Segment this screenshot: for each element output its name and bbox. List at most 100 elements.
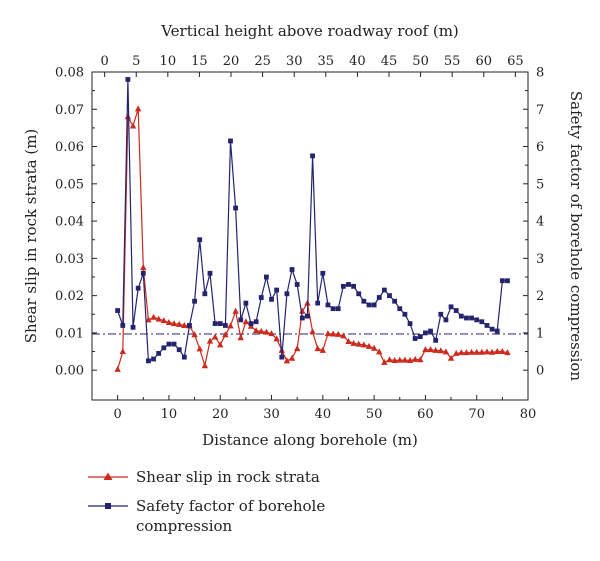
data-point xyxy=(181,354,187,360)
data-point xyxy=(370,344,378,351)
y2-tick-label: 8 xyxy=(536,66,544,81)
data-point xyxy=(329,330,337,337)
data-point xyxy=(146,358,151,364)
x-axis-top: 0 5 10 15 20 25 30 35 40 45 50 55 60 65 xyxy=(100,54,524,77)
y-tick-label: 0.02 xyxy=(55,289,84,304)
data-point xyxy=(464,315,469,321)
data-point xyxy=(433,337,439,343)
x-tick-label: 70 xyxy=(468,407,485,422)
data-point xyxy=(361,298,367,304)
y-tick-label: 0.08 xyxy=(55,66,84,81)
x2-tick-label: 60 xyxy=(475,54,492,69)
y2-tick-label: 1 xyxy=(536,326,544,341)
data-point xyxy=(269,296,274,302)
data-point xyxy=(447,354,455,361)
y2-tick-label: 3 xyxy=(536,252,544,267)
y-tick-label: 0.05 xyxy=(55,177,84,192)
data-point xyxy=(289,267,295,272)
data-point xyxy=(124,113,132,120)
data-point xyxy=(212,321,218,326)
data-point xyxy=(156,351,162,356)
data-point xyxy=(165,318,173,325)
data-point xyxy=(135,285,141,291)
data-point xyxy=(130,324,136,330)
y-tick-label: 0.06 xyxy=(55,140,84,155)
y2-tick-label: 5 xyxy=(536,177,544,192)
data-point xyxy=(309,328,316,335)
data-point xyxy=(432,346,439,353)
data-point xyxy=(119,348,126,355)
data-point xyxy=(504,349,511,356)
x2-tick-label: 0 xyxy=(100,54,108,69)
data-point xyxy=(202,291,208,297)
data-point xyxy=(463,349,470,356)
data-point xyxy=(314,345,321,352)
data-point xyxy=(284,291,290,297)
data-point xyxy=(161,345,167,351)
data-point xyxy=(206,337,214,344)
data-point xyxy=(248,321,254,326)
data-point xyxy=(176,320,183,327)
data-point xyxy=(392,298,398,304)
data-point xyxy=(376,348,383,355)
data-point xyxy=(499,278,505,284)
data-point xyxy=(483,348,491,355)
data-point xyxy=(222,331,229,338)
data-point xyxy=(238,317,244,323)
data-point xyxy=(355,340,362,347)
y2-tick-label: 2 xyxy=(536,289,544,304)
data-point xyxy=(330,306,336,312)
data-point xyxy=(484,323,490,328)
data-point xyxy=(468,348,475,355)
data-point xyxy=(155,315,162,322)
data-point xyxy=(340,283,346,289)
data-point xyxy=(166,341,172,347)
data-point xyxy=(376,295,382,300)
data-point xyxy=(346,282,351,287)
data-point xyxy=(264,274,269,280)
data-point xyxy=(402,311,408,317)
data-point xyxy=(279,354,285,360)
data-point xyxy=(428,328,433,334)
x-tick-label: 0 xyxy=(114,407,122,422)
data-point xyxy=(391,356,398,363)
data-point xyxy=(114,365,121,372)
data-point xyxy=(325,302,331,308)
x-tick-label: 30 xyxy=(263,407,280,422)
data-point xyxy=(258,295,264,300)
data-point xyxy=(134,105,142,112)
data-point xyxy=(253,319,259,325)
data-point xyxy=(288,354,296,361)
data-point xyxy=(473,348,480,355)
data-point xyxy=(170,320,178,327)
legend-item-shear-slip: Shear slip in rock strata xyxy=(88,468,320,486)
data-point xyxy=(422,346,429,353)
data-point xyxy=(242,318,250,325)
data-point xyxy=(191,331,198,338)
x2-axis-title: Vertical height above roadway roof (m) xyxy=(160,22,459,40)
data-point xyxy=(283,357,291,364)
data-point xyxy=(345,337,352,344)
data-point xyxy=(176,347,182,353)
x-tick-label: 80 xyxy=(520,407,537,422)
data-point xyxy=(217,321,223,326)
series-safety-factor xyxy=(115,77,510,364)
data-point xyxy=(443,317,449,323)
data-point xyxy=(232,307,239,314)
x2-tick-label: 45 xyxy=(381,54,398,69)
legend-triangle-marker xyxy=(103,472,113,480)
y-tick-label: 0.07 xyxy=(55,103,84,118)
data-point xyxy=(474,317,480,323)
data-point xyxy=(494,348,501,355)
x2-tick-label: 35 xyxy=(318,54,335,69)
data-point xyxy=(458,313,464,319)
data-point xyxy=(350,339,357,346)
data-point xyxy=(299,315,305,321)
data-point xyxy=(274,287,280,293)
data-point xyxy=(120,323,126,328)
data-point xyxy=(196,345,203,352)
data-point xyxy=(115,308,121,313)
data-point xyxy=(320,270,326,276)
y-tick-label: 0.01 xyxy=(55,326,84,341)
